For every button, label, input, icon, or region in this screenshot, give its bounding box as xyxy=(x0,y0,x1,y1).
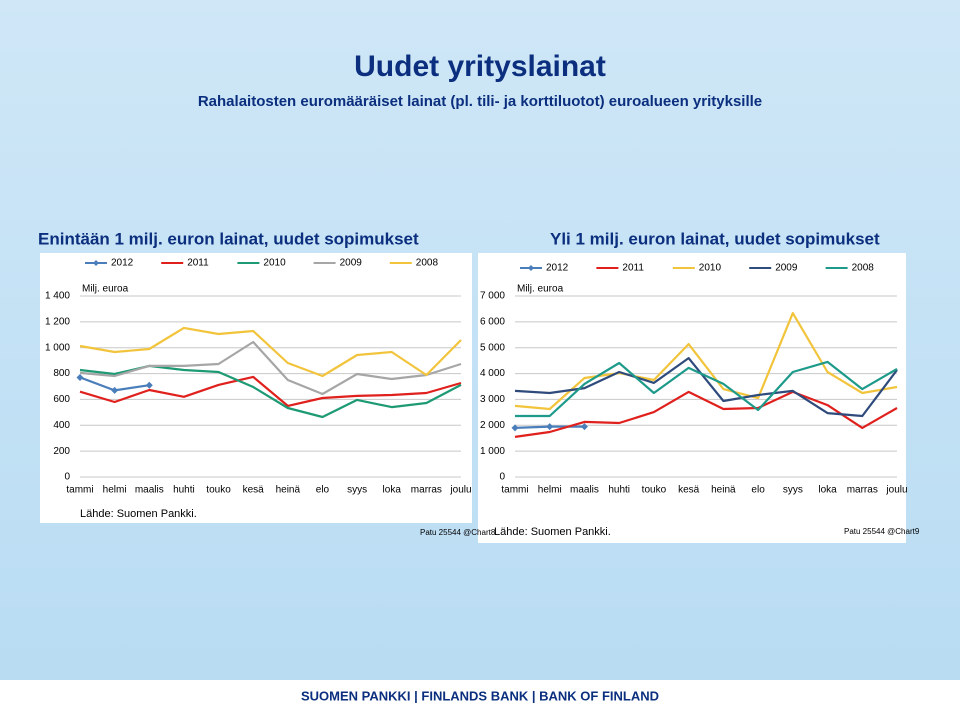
y-tick-label: 200 xyxy=(53,446,70,457)
legend-marker xyxy=(93,260,99,266)
x-tick-label: loka xyxy=(383,485,402,496)
x-tick-label: helmi xyxy=(538,485,562,496)
source: Lähde: Suomen Pankki. xyxy=(494,526,611,538)
x-tick-label: tammi xyxy=(66,485,93,496)
y-tick-label: 3 000 xyxy=(480,394,505,405)
legend-label: 2012 xyxy=(111,258,134,269)
point-marker xyxy=(76,373,84,381)
x-tick-label: elo xyxy=(316,485,330,496)
y-tick-label: 4 000 xyxy=(480,368,505,379)
series-line xyxy=(514,312,898,411)
y-tick-label: 7 000 xyxy=(480,291,505,302)
x-tick-label: marras xyxy=(411,485,442,496)
slide-title: Uudet yrityslainat xyxy=(354,50,606,83)
x-tick-label: joulu xyxy=(449,485,471,496)
y-tick-label: 1 400 xyxy=(45,291,70,302)
series-line xyxy=(514,390,898,438)
x-tick-label: heinä xyxy=(276,485,301,496)
y-tick-label: 6 000 xyxy=(480,316,505,327)
series-line xyxy=(79,375,462,407)
legend-label: 2012 xyxy=(546,263,569,274)
y-tick-label: 2 000 xyxy=(480,420,505,431)
y-tick-label: 5 000 xyxy=(480,342,505,353)
y-tick-label: 800 xyxy=(53,368,70,379)
chart-panel xyxy=(478,253,906,543)
series-line xyxy=(79,340,462,396)
legend-marker xyxy=(528,265,534,271)
x-tick-label: huhti xyxy=(173,485,195,496)
point-marker xyxy=(580,423,588,431)
y-tick-label: 1 200 xyxy=(45,316,70,327)
y-tick-label: 400 xyxy=(53,420,70,431)
legend-label: 2009 xyxy=(340,258,363,269)
point-marker xyxy=(111,386,119,394)
legend-label: 2009 xyxy=(775,263,798,274)
footer: SUOMEN PANKKI | FINLANDS BANK | BANK OF … xyxy=(301,688,659,703)
x-tick-label: touko xyxy=(642,485,667,496)
x-tick-label: huhti xyxy=(608,485,630,496)
y-tick-label: 0 xyxy=(499,472,505,483)
point-marker xyxy=(546,423,554,431)
y-tick-label: 1 000 xyxy=(480,446,505,457)
y-tick-label: 600 xyxy=(53,394,70,405)
legend-label: 2010 xyxy=(263,258,286,269)
legend-label: 2008 xyxy=(416,258,439,269)
slide-subtitle: Rahalaitosten euromääräiset lainat (pl. … xyxy=(198,93,762,110)
legend-label: 2008 xyxy=(852,263,875,274)
y-axis-unit: Milj. euroa xyxy=(517,284,564,295)
y-tick-label: 0 xyxy=(64,472,70,483)
source: Lähde: Suomen Pankki. xyxy=(80,508,197,520)
series-line xyxy=(79,326,462,378)
x-tick-label: loka xyxy=(818,485,837,496)
x-tick-label: maalis xyxy=(570,485,599,496)
chart-title: Enintään 1 milj. euron lainat, uudet sop… xyxy=(38,229,419,248)
x-tick-label: syys xyxy=(783,485,803,496)
y-tick-label: 1 000 xyxy=(45,342,70,353)
x-tick-label: marras xyxy=(847,485,878,496)
x-tick-label: tammi xyxy=(501,485,528,496)
x-tick-label: touko xyxy=(206,485,231,496)
y-axis-unit: Milj. euroa xyxy=(82,284,129,295)
chart-title: Yli 1 milj. euron lainat, uudet sopimuks… xyxy=(550,229,880,248)
point-marker xyxy=(511,424,519,432)
x-tick-label: kesä xyxy=(243,485,265,496)
x-tick-label: syys xyxy=(347,485,367,496)
x-tick-label: helmi xyxy=(103,485,127,496)
legend-label: 2011 xyxy=(187,258,209,269)
x-tick-label: elo xyxy=(751,485,765,496)
x-tick-label: joulu xyxy=(885,485,907,496)
x-tick-label: kesä xyxy=(678,485,700,496)
x-tick-label: heinä xyxy=(711,485,736,496)
point-marker xyxy=(145,381,153,389)
legend-label: 2011 xyxy=(622,263,644,274)
legend-label: 2010 xyxy=(699,263,722,274)
x-tick-label: maalis xyxy=(135,485,164,496)
note: Patu 25544 @Chart9 xyxy=(844,527,920,536)
series-line xyxy=(515,360,898,418)
footer-bar xyxy=(0,680,960,707)
note: Patu 25544 @Chart8 xyxy=(420,528,496,537)
